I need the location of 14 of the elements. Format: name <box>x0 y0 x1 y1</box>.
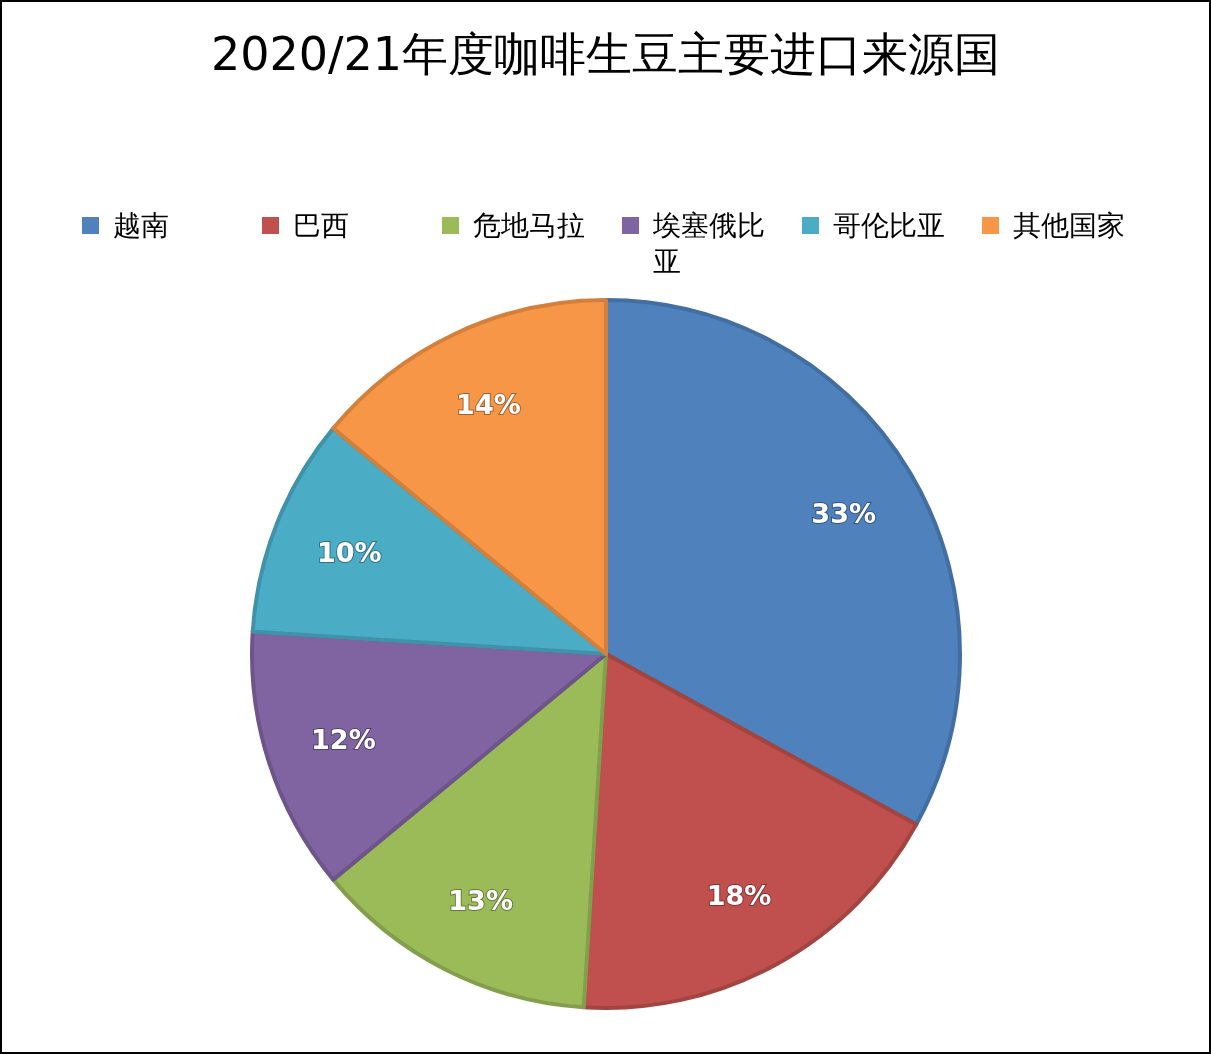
legend-label: 埃塞俄比亚 <box>653 208 766 280</box>
legend-label: 越南 <box>113 208 170 244</box>
pie-slice <box>250 426 608 656</box>
data-label: 13% <box>448 884 513 916</box>
data-label: 10% <box>316 536 382 568</box>
data-label: 18% <box>706 880 772 912</box>
data-label: 33% <box>811 497 876 529</box>
legend-label: 其他国家 <box>1013 208 1126 244</box>
legend-label: 哥伦比亚 <box>833 208 946 244</box>
legend-label: 巴西 <box>293 208 350 244</box>
chart-title: 2020/21年度咖啡生豆主要进口来源国 <box>209 26 1002 83</box>
data-label: 14% <box>456 388 521 420</box>
legend-label: 危地马拉 <box>473 208 586 244</box>
data-label: 12% <box>311 723 376 755</box>
